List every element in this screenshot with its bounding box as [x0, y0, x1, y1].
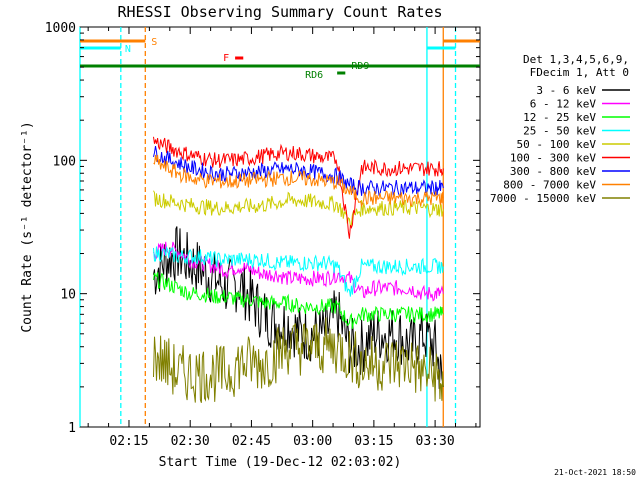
series-line-1 [153, 241, 444, 302]
x-tick-label: 03:30 [416, 434, 455, 449]
legend-label: 100 - 300 keV [510, 152, 596, 165]
legend-header-line-2: FDecim 1, Att 0 [530, 66, 629, 79]
y-axis-ticks: 1 10 100 1000 [45, 21, 480, 436]
legend-header-line-1: Det 1,3,4,5,6,9, [523, 53, 629, 66]
legend-label: 7000 - 15000 keV [490, 192, 596, 205]
x-tick-label: 03:00 [293, 434, 332, 449]
legend-label: 300 - 800 keV [510, 165, 596, 178]
series-layer [153, 136, 444, 403]
legend-label: 800 - 7000 keV [503, 179, 596, 192]
legend-label: 12 - 25 keV [523, 111, 596, 124]
legend-label: 6 - 12 keV [530, 98, 597, 111]
y-tick-label: 1 [68, 421, 76, 436]
x-tick-label: 02:30 [171, 434, 210, 449]
series-line-2 [153, 272, 444, 329]
series-line-5 [153, 136, 444, 239]
flag-label-s: S [151, 37, 157, 48]
x-tick-label: 02:45 [232, 434, 271, 449]
y-tick-label: 1000 [45, 21, 76, 36]
y-tick-label: 10 [60, 288, 76, 303]
y-tick-label: 100 [53, 154, 76, 169]
legend-label: 50 - 100 keV [517, 138, 597, 151]
flag-label-n: N [125, 44, 131, 55]
legend: Det 1,3,4,5,6,9, FDecim 1, Att 0 3 - 6 k… [490, 53, 630, 205]
plot-area: S N F RD9 RD6 02:15 02:30 02:45 03:00 03:15 03:30… [45, 21, 481, 449]
flag-label-f: F [223, 53, 229, 64]
x-axis-label: Start Time (19-Dec-12 02:03:02) [159, 455, 402, 470]
legend-label: 3 - 6 keV [536, 84, 596, 97]
series-line-7 [153, 154, 444, 208]
x-tick-label: 02:15 [109, 434, 148, 449]
annotation-layer [79, 27, 457, 427]
series-line-6 [153, 146, 444, 197]
y-axis-label: Count Rate (s⁻¹ detector⁻¹) [20, 121, 35, 332]
series-line-8 [153, 317, 444, 403]
flag-label-rd9: RD9 [351, 61, 369, 72]
series-line-4 [153, 190, 444, 228]
chart-title: RHESSI Observing Summary Count Rates [117, 3, 442, 21]
flag-layer: S N F RD9 RD6 [80, 37, 480, 81]
flag-label-rd6: RD6 [305, 70, 323, 81]
x-tick-label: 03:15 [354, 434, 393, 449]
x-axis-ticks: 02:15 02:30 02:45 03:00 03:15 03:30 [87, 27, 477, 449]
legend-label: 25 - 50 keV [523, 125, 596, 138]
footer-timestamp: 21-Oct-2021 18:50 [554, 468, 636, 477]
series-line-3 [153, 245, 444, 297]
